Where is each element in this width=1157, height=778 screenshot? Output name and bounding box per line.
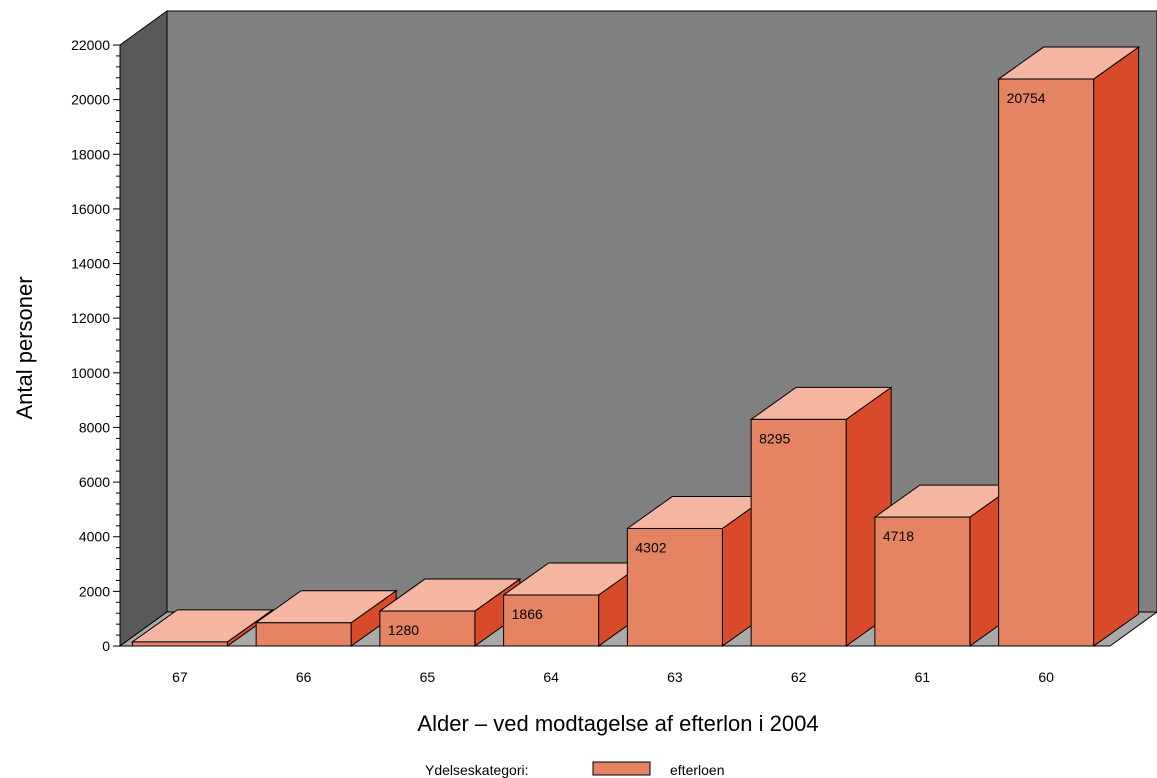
bar: [750, 418, 847, 647]
x-tick-label: 62: [791, 669, 807, 685]
bar: [379, 610, 476, 647]
y-axis: 0 2000 4000 6000 8000 10000 12000 14000 16000 180…: [71, 37, 121, 654]
y-tick-label: 10000: [71, 365, 110, 381]
y-tick-label: 2000: [79, 583, 110, 599]
x-tick-label: 67: [172, 669, 188, 685]
y-tick-label: 14000: [71, 256, 110, 272]
bar-side: [1093, 46, 1140, 647]
x-axis-title: Alder – ved modtagelse af efterlon i 200…: [417, 711, 818, 736]
x-tick-label: 66: [296, 669, 312, 685]
bar: [255, 622, 352, 647]
bar: [131, 641, 228, 647]
legend-title: Ydelseskategori:: [425, 762, 529, 778]
y-tick-label: 16000: [71, 201, 110, 217]
x-tick-label: 61: [915, 669, 931, 685]
bar-data-label: 8295: [759, 430, 790, 446]
bar-data-label: 4718: [883, 528, 914, 544]
bar-data-label: 1866: [512, 606, 543, 622]
x-tick-label: 64: [543, 669, 559, 685]
x-axis: 67 66 65 64 63 62 61 60: [172, 669, 1054, 685]
bar: [626, 527, 723, 647]
y-axis-title: Antal personer: [12, 276, 37, 419]
y-tick-label: 18000: [71, 146, 110, 162]
x-tick-label: 63: [667, 669, 683, 685]
bar: [998, 78, 1095, 647]
x-tick-label: 60: [1038, 669, 1054, 685]
bar-data-label: 20754: [1007, 90, 1046, 106]
y-tick-label: 4000: [79, 529, 110, 545]
bar: [874, 516, 971, 647]
legend-swatch: [592, 761, 651, 776]
bar: [503, 594, 600, 647]
legend: Ydelseskategori: efterloen: [425, 761, 724, 778]
y-tick-label: 0: [102, 638, 110, 654]
y-tick-label: 6000: [79, 474, 110, 490]
side-wall: [119, 10, 168, 647]
y-tick-label: 22000: [71, 37, 110, 53]
y-tick-label: 8000: [79, 419, 110, 435]
legend-series-label: efterloen: [670, 762, 724, 778]
x-tick-label: 65: [420, 669, 436, 685]
bar-data-label: 1280: [388, 622, 419, 638]
bars: 1280 1866 4302 8295 4718 20754: [130, 46, 1141, 647]
y-tick-label: 12000: [71, 310, 110, 326]
bar-data-label: 4302: [635, 539, 666, 555]
y-tick-label: 20000: [71, 92, 110, 108]
